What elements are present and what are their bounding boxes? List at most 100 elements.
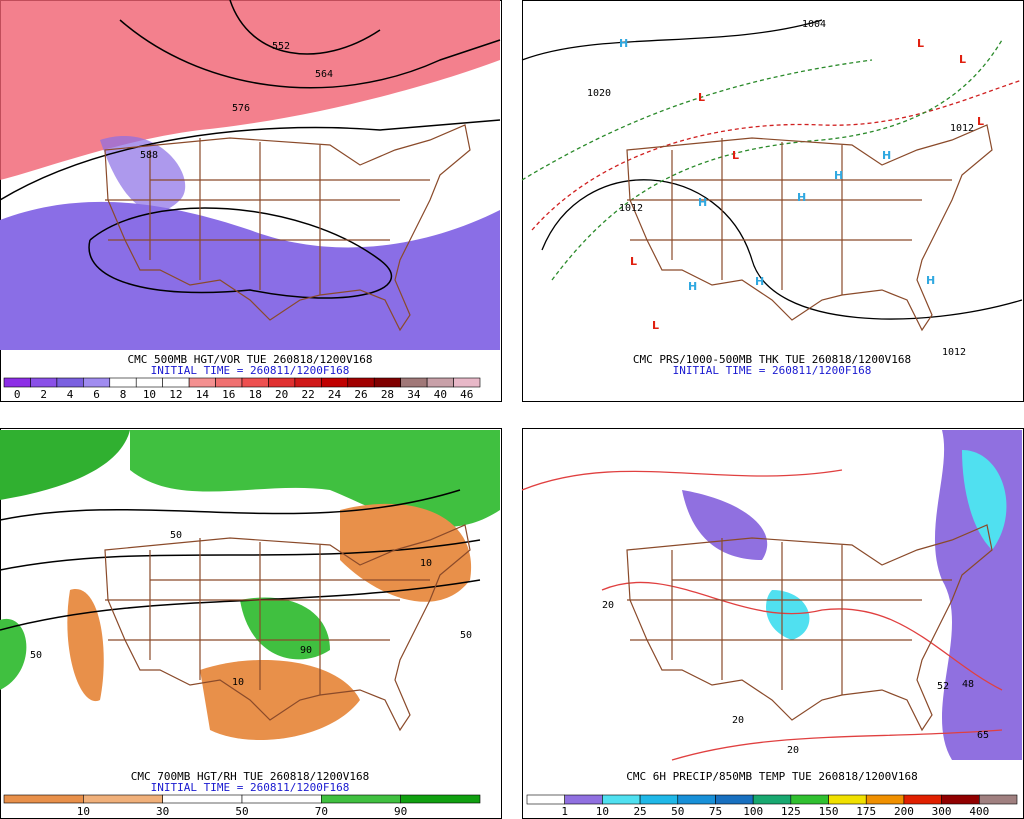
colorbar-box <box>347 377 375 388</box>
map: H H H H H H H H L L L L L L L 1004 1020 … <box>521 19 1023 358</box>
colorbar-label: 1 <box>561 805 568 818</box>
colorbar-box <box>109 377 137 388</box>
rh-area <box>0 430 130 500</box>
colorbar-box <box>602 794 641 805</box>
initial-time: INITIAL TIME = 260811/1200F168 <box>673 364 872 377</box>
caption: CMC PRS/1000-500MB THK TUE 260818/1200V1… <box>633 353 911 366</box>
caption: CMC 700MB HGT/RH TUE 260818/1200V168 <box>131 770 369 783</box>
contour-label: 52 <box>937 681 949 692</box>
colorbar-label: 24 <box>328 388 342 401</box>
colorbar-label: 10 <box>596 805 609 818</box>
contour-label: 1012 <box>619 203 643 214</box>
colorbar-label: 100 <box>743 805 763 818</box>
caption: CMC 500MB HGT/VOR TUE 260818/1200V168 <box>127 353 372 366</box>
colorbar-box <box>677 794 716 805</box>
colorbar-box <box>268 377 296 388</box>
colorbar-box <box>373 377 401 388</box>
colorbar-box <box>790 794 829 805</box>
colorbar-label: 300 <box>932 805 952 818</box>
contour-label: 1012 <box>942 347 966 358</box>
vorticity-area <box>0 0 500 180</box>
contour-label: 1020 <box>587 88 611 99</box>
colorbar-box <box>30 377 58 388</box>
colorbar-box <box>56 377 84 388</box>
colorbar-box <box>241 794 322 804</box>
high-marker: H <box>882 149 891 162</box>
contour-label: 50 <box>460 630 472 641</box>
colorbar-label: 16 <box>222 388 235 401</box>
colorbar-box <box>400 794 481 804</box>
colorbar-label: 40 <box>434 388 447 401</box>
precip-area <box>962 450 1007 550</box>
colorbar-box <box>752 794 792 805</box>
colorbar-label: 2 <box>40 388 47 401</box>
contour-label: 48 <box>962 679 974 690</box>
initial-time: INITIAL TIME = 260811/1200F168 <box>151 781 350 794</box>
colorbar-label: 70 <box>315 805 328 818</box>
colorbar-box <box>400 377 428 388</box>
colorbar-box <box>979 794 1018 805</box>
colorbar-label: 20 <box>275 388 288 401</box>
colorbar-label: 125 <box>781 805 801 818</box>
colorbar-box <box>162 794 243 804</box>
colorbar-box <box>941 794 980 805</box>
colorbar-box <box>715 794 754 805</box>
colorbar-box <box>865 794 905 805</box>
colorbar-box <box>828 794 867 805</box>
caption: CMC 6H PRECIP/850MB TEMP TUE 260818/1200… <box>626 770 917 783</box>
initial-time: INITIAL TIME = 260811/1200F168 <box>151 364 350 377</box>
colorbar-box <box>321 377 349 388</box>
caption-bg <box>617 353 927 377</box>
contour-label: 20 <box>787 745 799 756</box>
colorbar-box <box>639 794 679 805</box>
colorbar-label: 0 <box>14 388 21 401</box>
colorbar-label: 175 <box>856 805 876 818</box>
colorbar-label: 12 <box>169 388 182 401</box>
vorticity-area <box>0 201 500 350</box>
high-marker: H <box>834 169 843 182</box>
colorbar-box <box>453 377 481 388</box>
panel-frame <box>522 0 1024 402</box>
contour-label: 65 <box>977 730 989 741</box>
high-marker: H <box>926 274 935 287</box>
colorbar-label: 8 <box>120 388 127 401</box>
high-marker: H <box>698 196 707 209</box>
colorbar-box <box>188 377 216 388</box>
contour-label: 50 <box>170 530 182 541</box>
colorbar-box <box>426 377 454 388</box>
rh-area <box>340 503 472 602</box>
low-marker: L <box>630 255 637 268</box>
colorbar-box <box>162 377 190 388</box>
colorbar-box <box>903 794 942 805</box>
contour-label: 588 <box>140 150 158 161</box>
high-marker: H <box>797 191 806 204</box>
caption-bg <box>95 770 405 794</box>
colorbar-label: 4 <box>67 388 74 401</box>
contour-label: 20 <box>602 600 614 611</box>
colorbar-box <box>135 377 163 388</box>
colorbar-box <box>294 377 322 388</box>
colorbar-box <box>3 794 84 804</box>
rh-area <box>240 597 330 660</box>
contour-label: 20 <box>732 715 744 726</box>
colorbar-label: 14 <box>196 388 210 401</box>
colorbar-label: 28 <box>381 388 394 401</box>
low-marker: L <box>977 115 984 128</box>
colorbar-label: 200 <box>894 805 914 818</box>
colorbar-label: 26 <box>354 388 367 401</box>
map: 20 20 20 52 48 65 <box>521 430 1022 761</box>
high-marker: H <box>619 37 628 50</box>
contour-label: 576 <box>232 103 250 114</box>
colorbar-box <box>241 377 269 388</box>
colorbar-label: 30 <box>156 805 169 818</box>
precip-area <box>682 490 768 560</box>
caption-bg <box>95 353 405 377</box>
colorbar-label: 10 <box>143 388 156 401</box>
vorticity-area <box>100 135 186 212</box>
colorbar-label: 6 <box>93 388 100 401</box>
low-marker: L <box>732 149 739 162</box>
contour-label: 1012 <box>950 123 974 134</box>
caption-bg <box>617 770 927 783</box>
colorbar-label: 22 <box>301 388 314 401</box>
rh-area <box>200 660 360 740</box>
